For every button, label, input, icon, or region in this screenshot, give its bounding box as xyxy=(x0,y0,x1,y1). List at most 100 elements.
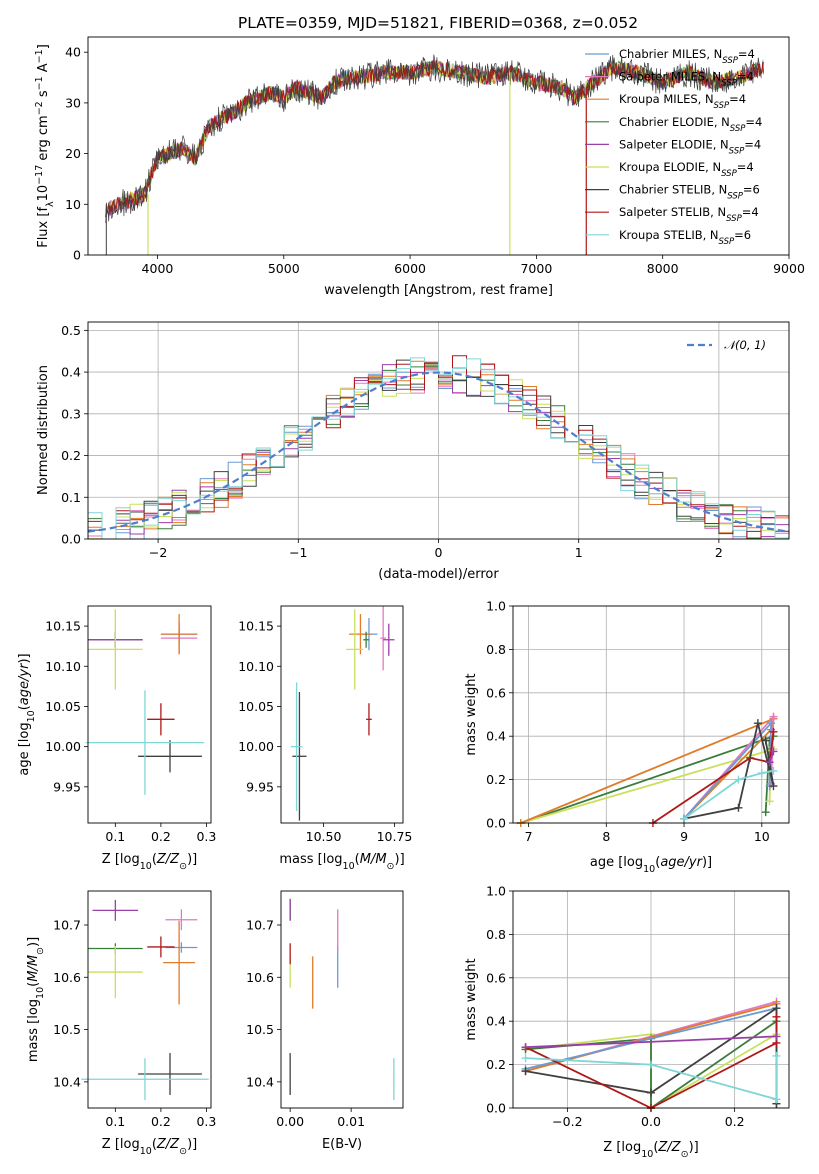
x-tick-label: −2 xyxy=(149,545,167,560)
legend-label-kroupa_miles: Kroupa MILES, NSSP=4 xyxy=(619,92,746,111)
y-tick-label: 0.0 xyxy=(486,1101,506,1116)
weight-marker-chabrier_stelib xyxy=(753,719,762,728)
legend-label-kroupa_elodie: Kroupa ELODIE, NSSP=4 xyxy=(619,160,754,179)
spectrum-title: PLATE=0359, MJD=51821, FIBERID=0368, z=0… xyxy=(238,14,638,32)
weight-marker-chabrier_miles xyxy=(767,719,776,728)
weight-marker-kroupa_stelib xyxy=(772,1095,781,1104)
y-tick-label: 0.4 xyxy=(486,1014,506,1029)
weight-marker-salpeter_elodie xyxy=(765,758,774,767)
y-tick-label: 0.4 xyxy=(61,365,81,380)
weight-marker-kroupa_stelib xyxy=(680,814,689,823)
x-axis-label: mass [log10(M/M⊙)] xyxy=(279,852,404,872)
weight-marker-salpeter_elodie xyxy=(772,1032,781,1041)
x-tick-label: 9000 xyxy=(773,261,805,276)
x-tick-label: 0.01 xyxy=(337,1114,365,1129)
x-tick-label: 1 xyxy=(575,545,583,560)
y-tick-label: 0.0 xyxy=(486,816,506,831)
age-vs-mass-plot: 10.50 10.75 9.95 10.00 10.05 10.10 10.15 mass [… xyxy=(238,605,413,872)
histogram-steps-kroupa_stelib xyxy=(88,357,789,539)
weight-marker-salpeter_miles xyxy=(769,712,778,721)
y-tick-label: 10.6 xyxy=(53,970,81,985)
y-tick-label: 0.2 xyxy=(486,772,506,787)
histogram-series-chabrier_miles xyxy=(88,363,789,539)
x-axis-label: Z [log10(Z/Z⊙)] xyxy=(603,1140,698,1160)
x-tick-label: 8 xyxy=(602,829,610,844)
y-tick-label: 9.95 xyxy=(53,779,81,794)
x-tick-label: 10.50 xyxy=(306,829,342,844)
y-tick-label: 0.6 xyxy=(486,970,506,985)
y-tick-label: 10.4 xyxy=(246,1074,274,1089)
x-tick-label: 0.2 xyxy=(151,1114,171,1129)
y-tick-label: 40 xyxy=(65,45,81,60)
x-tick-label: 7 xyxy=(525,829,533,844)
spectrum-plot: 4000 5000 6000 7000 8000 9000 0 10 20 30 40 Chabrie… xyxy=(34,36,805,298)
y-tick-label: 10.10 xyxy=(45,659,81,674)
weight-marker-kroupa_stelib xyxy=(521,1054,530,1063)
x-tick-label: 4000 xyxy=(142,261,174,276)
weight-marker-salpeter_elodie xyxy=(769,747,778,756)
y-tick-label: 10.7 xyxy=(53,917,81,932)
y-tick-label: 10.05 xyxy=(238,699,274,714)
weight-marker-salpeter_elodie xyxy=(521,1043,530,1052)
x-axis-label: Z [log10(Z/Z⊙)] xyxy=(102,1137,197,1157)
y-tick-label: 0.1 xyxy=(61,490,81,505)
x-tick-label: 10.75 xyxy=(377,829,413,844)
x-tick-label: 0 xyxy=(435,545,443,560)
y-tick-label: 10.15 xyxy=(238,619,274,634)
x-tick-label: 0.3 xyxy=(196,1114,216,1129)
x-tick-label: 8000 xyxy=(647,261,679,276)
legend-label-chabrier_stelib: Chabrier STELIB, NSSP=6 xyxy=(619,183,760,202)
histogram-series-kroupa_stelib xyxy=(88,357,789,539)
weight-marker-chabrier_stelib xyxy=(772,1004,781,1013)
weight-marker-chabrier_stelib xyxy=(647,1088,655,1097)
x-tick-label: 0.2 xyxy=(151,829,171,844)
x-axis-label: Z [log10(Z/Z⊙)] xyxy=(102,852,197,872)
histogram-steps-salpeter_elodie xyxy=(88,364,789,539)
weight-marker-chabrier_stelib xyxy=(761,736,770,745)
x-tick-label: 0.3 xyxy=(196,829,216,844)
x-axis-label: E(B-V) xyxy=(322,1137,362,1152)
spectrum-line-chabrier_stelib xyxy=(105,54,762,224)
x-tick-label: −1 xyxy=(289,545,307,560)
legend-label-normal: 𝒩(0, 1) xyxy=(724,338,766,352)
y-tick-label: 10.7 xyxy=(246,917,274,932)
weight-vs-age-plot: 7 8 9 10 0.0 0.2 0.4 0.6 0.8 1.0 age [log10(age/yr… xyxy=(464,599,790,875)
axes-frame xyxy=(280,605,404,824)
axes-frame xyxy=(87,605,212,824)
axes-frame xyxy=(87,890,212,1109)
mass-vs-metallicity-plot: 0.1 0.2 0.3 10.4 10.5 10.6 10.7 Z [log10(Z/Z⊙)]… xyxy=(26,890,216,1157)
x-tick-label: 5000 xyxy=(268,261,300,276)
y-tick-label: 0 xyxy=(73,248,81,263)
weight-marker-kroupa_elodie xyxy=(765,797,774,806)
y-tick-label: 10.00 xyxy=(45,739,81,754)
y-tick-label: 10.10 xyxy=(238,659,274,674)
histogram-series-salpeter_elodie xyxy=(88,364,789,539)
y-tick-label: 20 xyxy=(65,146,81,161)
weight-marker-chabrier_stelib xyxy=(521,1067,530,1076)
weight-marker-kroupa_stelib xyxy=(772,1051,781,1060)
legend-label-salpeter_stelib: Salpeter STELIB, NSSP=4 xyxy=(619,205,759,224)
x-axis-label: age [log10(age/yr)] xyxy=(590,855,712,875)
y-tick-label: 30 xyxy=(65,95,81,110)
y-tick-label: 1.0 xyxy=(486,599,506,614)
y-axis-label: mass [log10(M/M⊙)] xyxy=(26,937,46,1062)
y-tick-label: 10.4 xyxy=(53,1074,81,1089)
weight-marker-chabrier_stelib xyxy=(769,782,778,791)
weight-line-kroupa_stelib xyxy=(525,1055,778,1101)
weight-marker-kroupa_stelib xyxy=(647,1060,655,1069)
weight-vs-metallicity-plot: −0.2 0.0 0.2 0.0 0.2 0.4 0.6 0.8 1.0 Z [log10(Z/Z… xyxy=(464,884,790,1160)
y-tick-label: 0.8 xyxy=(486,927,506,942)
weight-line-kroupa_elodie xyxy=(520,745,776,824)
y-tick-label: 0.2 xyxy=(486,1057,506,1072)
normal-curve xyxy=(87,371,790,533)
legend-label-chabrier_miles: Chabrier MILES, NSSP=4 xyxy=(619,47,755,66)
x-tick-label: 7000 xyxy=(520,261,552,276)
y-tick-label: 10.5 xyxy=(53,1022,81,1037)
x-tick-label: 0.1 xyxy=(105,1114,125,1129)
y-tick-label: 0.6 xyxy=(486,685,506,700)
weight-line-salpeter_stelib xyxy=(525,1016,778,1110)
weight-line-salpeter_elodie xyxy=(525,1035,777,1049)
x-tick-label: 0.1 xyxy=(105,829,125,844)
axes-frame xyxy=(512,605,790,824)
weight-marker-kroupa_stelib xyxy=(769,766,778,775)
